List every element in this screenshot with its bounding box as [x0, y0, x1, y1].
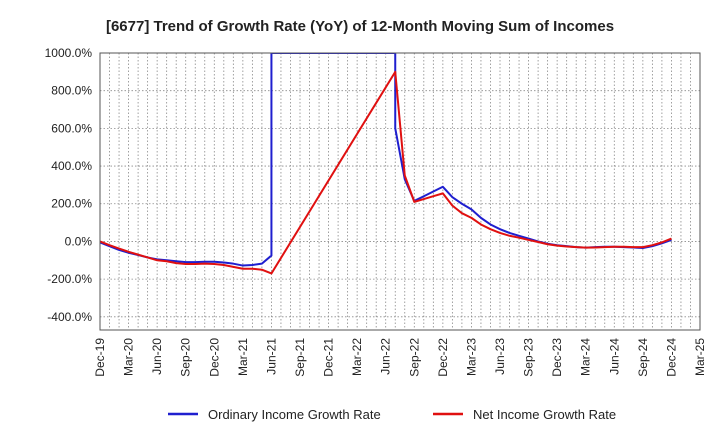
x-tick-label: Sep-23 — [522, 338, 536, 377]
y-tick-label: -400.0% — [47, 310, 92, 324]
y-axis-ticks: 1000.0% 800.0% 600.0% 400.0% 200.0% 0.0% -200.… — [45, 46, 93, 324]
plot-frame — [99, 52, 701, 331]
x-tick-label: Mar-21 — [236, 338, 250, 376]
x-tick-label: Mar-22 — [350, 338, 364, 376]
x-tick-label: Mar-23 — [464, 338, 478, 376]
x-tick-label: Dec-19 — [93, 338, 107, 377]
x-tick-label: Jun-24 — [607, 338, 621, 375]
x-tick-label: Sep-21 — [293, 338, 307, 377]
y-tick-label: -200.0% — [47, 272, 92, 286]
legend: Ordinary Income Growth Rate Net Income Gr… — [168, 407, 616, 422]
y-tick-label: 600.0% — [51, 121, 92, 135]
x-tick-label: Mar-24 — [579, 338, 593, 376]
x-tick-label: Dec-24 — [664, 338, 678, 377]
x-tick-label: Dec-23 — [550, 338, 564, 377]
y-tick-label: 800.0% — [51, 84, 92, 98]
x-tick-label: Jun-22 — [379, 338, 393, 375]
x-tick-label: Mar-25 — [693, 338, 707, 376]
x-tick-label: Sep-24 — [636, 338, 650, 377]
x-tick-label: Dec-20 — [207, 338, 221, 377]
x-tick-label: Dec-22 — [436, 338, 450, 377]
grid — [100, 53, 700, 330]
x-tick-label: Jun-20 — [150, 338, 164, 375]
legend-label: Net Income Growth Rate — [473, 407, 616, 422]
y-tick-label: 1000.0% — [45, 46, 93, 60]
x-tick-label: Jun-23 — [493, 338, 507, 375]
legend-label: Ordinary Income Growth Rate — [208, 407, 381, 422]
y-tick-label: 400.0% — [51, 159, 92, 173]
x-tick-label: Sep-22 — [407, 338, 421, 377]
x-tick-label: Jun-21 — [264, 338, 278, 375]
chart-title: [6677] Trend of Growth Rate (YoY) of 12-… — [106, 18, 614, 35]
y-tick-label: 200.0% — [51, 197, 92, 211]
x-tick-label: Dec-21 — [322, 338, 336, 377]
x-tick-label: Mar-20 — [122, 338, 136, 376]
series-lines — [100, 53, 672, 275]
y-tick-label: 0.0% — [65, 234, 93, 248]
x-tick-label: Sep-20 — [179, 338, 193, 377]
series-line-net-income — [100, 70, 672, 275]
x-axis-ticks: Dec-19 Mar-20 Jun-20 Sep-20 Dec-20 Mar-21 Jun-… — [93, 338, 707, 377]
